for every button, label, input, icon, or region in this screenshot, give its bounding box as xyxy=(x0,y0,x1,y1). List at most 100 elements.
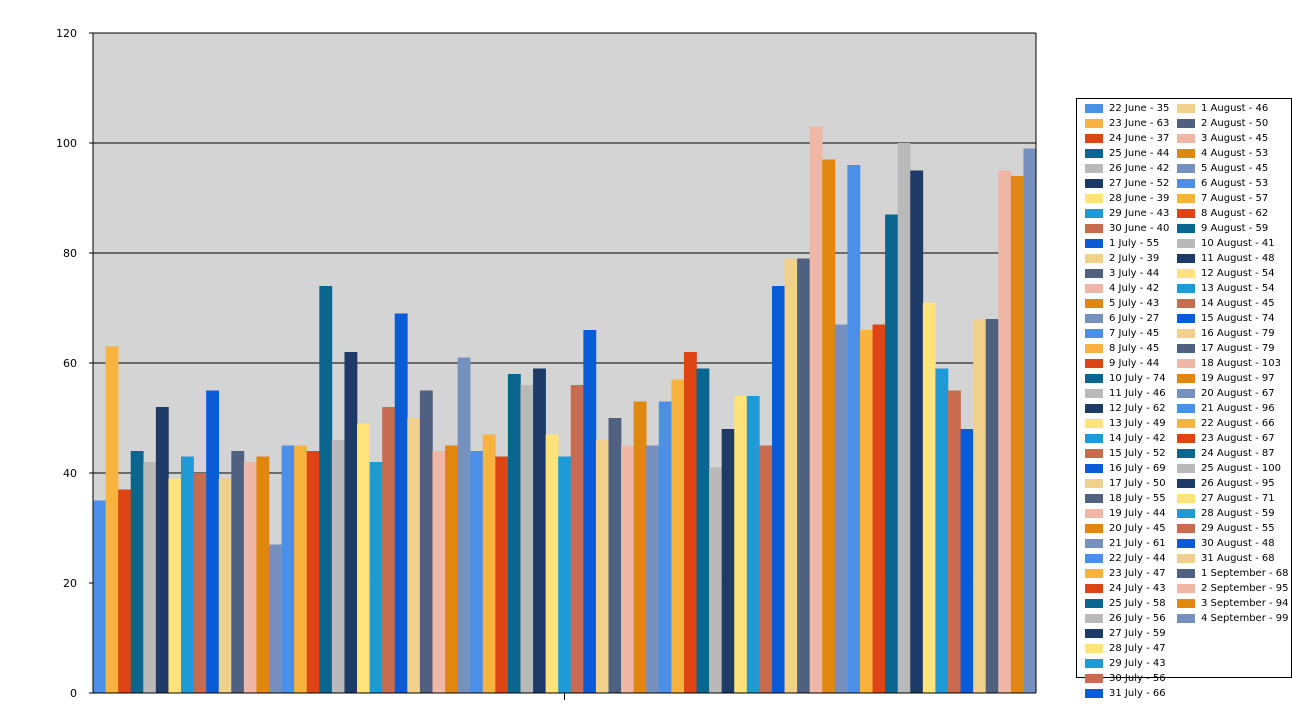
legend-swatch xyxy=(1177,194,1195,203)
legend-label: 28 June - 39 xyxy=(1109,193,1170,204)
legend-item: 23 June - 63 xyxy=(1085,116,1169,131)
legend-item: 2 July - 39 xyxy=(1085,251,1159,266)
legend-swatch xyxy=(1177,284,1195,293)
legend-swatch xyxy=(1085,149,1103,158)
legend-item: 12 July - 62 xyxy=(1085,401,1166,416)
legend-label: 2 September - 95 xyxy=(1201,583,1289,594)
legend-label: 3 September - 94 xyxy=(1201,598,1289,609)
legend-label: 24 June - 37 xyxy=(1109,133,1170,144)
legend-label: 29 June - 43 xyxy=(1109,208,1170,219)
bar xyxy=(633,401,647,693)
bar xyxy=(419,390,433,693)
y-tick-label: 100 xyxy=(56,137,77,150)
legend-swatch xyxy=(1085,674,1103,683)
legend-swatch xyxy=(1177,359,1195,368)
legend-swatch xyxy=(1177,209,1195,218)
legend-item: 19 August - 97 xyxy=(1177,371,1275,386)
bar xyxy=(1010,176,1024,693)
bar xyxy=(168,478,182,693)
legend-label: 20 August - 67 xyxy=(1201,388,1275,399)
legend-item: 17 July - 50 xyxy=(1085,476,1166,491)
bar xyxy=(973,319,986,693)
y-tick-label: 0 xyxy=(70,687,77,700)
legend-item: 22 August - 66 xyxy=(1177,416,1275,431)
legend-label: 23 July - 47 xyxy=(1109,568,1166,579)
legend-item: 31 August - 68 xyxy=(1177,551,1275,566)
bar xyxy=(206,390,220,693)
bar xyxy=(155,407,169,693)
legend-swatch xyxy=(1177,614,1195,623)
bar xyxy=(181,456,194,693)
legend-label: 23 June - 63 xyxy=(1109,118,1170,129)
legend-swatch xyxy=(1177,509,1195,518)
y-tick-label: 60 xyxy=(63,357,77,370)
legend-label: 31 July - 66 xyxy=(1109,688,1166,699)
legend-swatch xyxy=(1085,509,1103,518)
legend-item: 27 July - 59 xyxy=(1085,626,1166,641)
bar xyxy=(809,126,823,693)
legend-swatch xyxy=(1085,314,1103,323)
legend-swatch xyxy=(1085,374,1103,383)
bar xyxy=(721,429,735,693)
legend-label: 19 July - 44 xyxy=(1109,508,1166,519)
legend-item: 21 July - 61 xyxy=(1085,536,1166,551)
legend-item: 9 July - 44 xyxy=(1085,356,1159,371)
bar xyxy=(621,445,634,693)
legend-swatch xyxy=(1177,599,1195,608)
legend-item: 15 August - 74 xyxy=(1177,311,1275,326)
legend-item: 21 August - 96 xyxy=(1177,401,1275,416)
bar xyxy=(105,346,119,693)
axes: 0 20 40 60 80 100 120 xyxy=(56,27,1037,700)
legend-label: 9 August - 59 xyxy=(1201,223,1269,234)
legend-swatch xyxy=(1177,164,1195,173)
legend-item: 25 June - 44 xyxy=(1085,146,1169,161)
legend-swatch xyxy=(1085,584,1103,593)
legend-label: 1 July - 55 xyxy=(1109,238,1160,249)
legend-swatch xyxy=(1177,569,1195,578)
legend-item: 20 August - 67 xyxy=(1177,386,1275,401)
legend-item: 28 July - 47 xyxy=(1085,641,1166,656)
legend-swatch xyxy=(1177,269,1195,278)
bar xyxy=(319,286,333,693)
legend-item: 16 August - 79 xyxy=(1177,326,1275,341)
bar xyxy=(394,313,408,693)
bar xyxy=(985,319,999,693)
legend-label: 6 July - 27 xyxy=(1109,313,1160,324)
bar xyxy=(545,434,559,693)
legend-label: 28 July - 47 xyxy=(1109,643,1166,654)
legend-label: 27 July - 59 xyxy=(1109,628,1166,639)
legend-label: 15 July - 52 xyxy=(1109,448,1166,459)
bar xyxy=(771,286,785,693)
legend-item: 2 August - 50 xyxy=(1177,116,1268,131)
legend-item: 3 July - 44 xyxy=(1085,266,1159,281)
legend-swatch xyxy=(1085,119,1103,128)
legend-swatch xyxy=(1085,494,1103,503)
legend-swatch xyxy=(1085,164,1103,173)
legend-swatch xyxy=(1177,554,1195,563)
legend-item: 10 August - 41 xyxy=(1177,236,1275,251)
legend-item: 1 July - 55 xyxy=(1085,236,1159,251)
bar xyxy=(130,451,144,693)
bar xyxy=(256,456,270,693)
legend-item: 30 August - 48 xyxy=(1177,536,1275,551)
legend-item: 18 July - 55 xyxy=(1085,491,1166,506)
legend-item: 26 June - 42 xyxy=(1085,161,1169,176)
legend-swatch xyxy=(1177,344,1195,353)
legend-swatch xyxy=(1085,689,1103,698)
legend-item: 7 July - 45 xyxy=(1085,326,1159,341)
legend-label: 14 August - 45 xyxy=(1201,298,1275,309)
legend-label: 26 August - 95 xyxy=(1201,478,1275,489)
legend-swatch xyxy=(1177,299,1195,308)
bar xyxy=(432,451,446,693)
legend-swatch xyxy=(1177,539,1195,548)
legend-label: 18 August - 103 xyxy=(1201,358,1281,369)
bar xyxy=(922,302,936,693)
bar xyxy=(570,385,584,693)
legend-label: 29 July - 43 xyxy=(1109,658,1166,669)
bar xyxy=(407,418,421,693)
legend-item: 16 July - 69 xyxy=(1085,461,1166,476)
legend-label: 27 June - 52 xyxy=(1109,178,1170,189)
legend-label: 12 July - 62 xyxy=(1109,403,1166,414)
legend-swatch xyxy=(1177,464,1195,473)
